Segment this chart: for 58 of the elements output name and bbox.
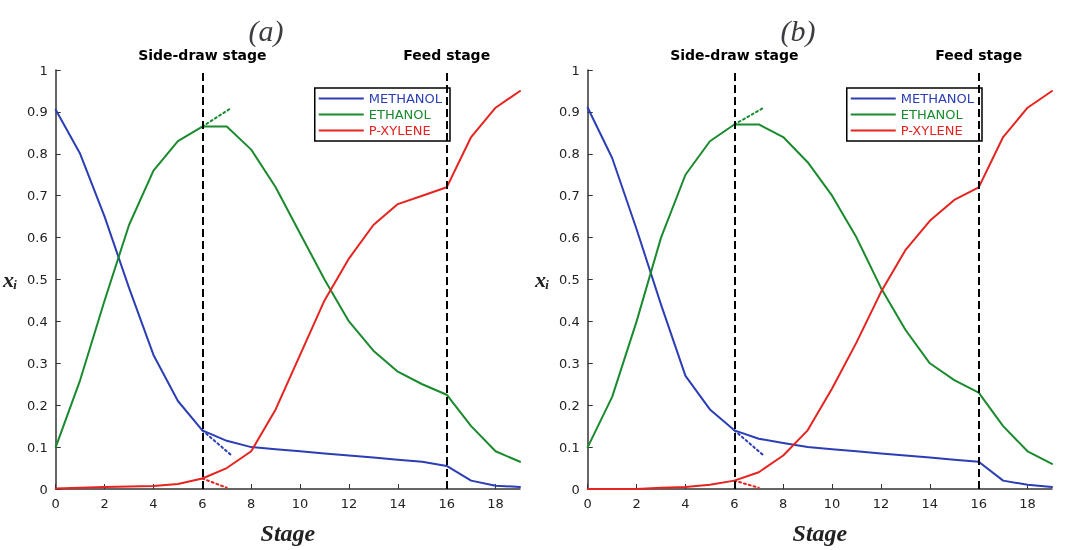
ref-line-label: Side-draw stage (138, 47, 267, 63)
x-tick-label: 10 (291, 496, 309, 511)
x-tick-label: 18 (487, 496, 504, 511)
y-tick-label: 0 (39, 481, 48, 497)
x-tick-label: 10 (823, 496, 841, 511)
y-tick-label: 0.4 (27, 313, 48, 329)
y-tick-label: 0 (571, 481, 580, 497)
ref-line-label: Side-draw stage (670, 47, 799, 63)
legend-label: ETHANOL (900, 107, 964, 122)
legend-label: METHANOL (368, 91, 443, 106)
y-axis-title: xᵢ (1, 267, 18, 292)
y-tick-label: 0.1 (27, 439, 48, 455)
y-axis-title: xᵢ (533, 267, 550, 292)
y-tick-label: 0.6 (27, 230, 48, 246)
y-tick-label: 0.2 (27, 397, 48, 413)
legend-label: METHANOL (900, 91, 975, 106)
x-tick-label: 8 (779, 496, 788, 511)
x-tick-label: 16 (970, 496, 987, 511)
x-tick-label: 8 (247, 496, 256, 511)
y-tick-label: 0.7 (27, 188, 48, 204)
y-tick-label: 0.1 (559, 439, 580, 455)
legend-label: P-XYLENE (368, 123, 431, 138)
x-tick-label: 12 (340, 496, 358, 511)
x-tick-label: 4 (681, 496, 690, 511)
ref-line-label: Feed stage (935, 47, 1023, 63)
y-tick-label: 0.3 (559, 355, 580, 371)
chart-title: (a) (248, 13, 284, 48)
x-tick-label: 0 (51, 496, 60, 511)
x-tick-label: 0 (583, 496, 592, 511)
x-tick-label: 12 (872, 496, 890, 511)
legend-label: ETHANOL (368, 107, 432, 122)
x-tick-label: 2 (100, 496, 109, 511)
chart-title: (b) (780, 13, 816, 48)
y-tick-label: 0.8 (27, 146, 48, 162)
ref-line-label: Feed stage (403, 47, 491, 63)
legend-label: P-XYLENE (900, 123, 963, 138)
x-tick-label: 2 (632, 496, 641, 511)
y-tick-label: 0.7 (559, 188, 580, 204)
y-tick-label: 0.5 (559, 272, 580, 287)
y-tick-label: 0.9 (27, 104, 48, 120)
y-tick-label: 0.6 (559, 230, 580, 246)
y-tick-label: 0.2 (559, 397, 580, 413)
y-tick-label: 1 (571, 62, 580, 78)
y-tick-label: 0.8 (559, 146, 580, 162)
y-tick-label: 0.3 (27, 355, 48, 371)
x-tick-label: 6 (730, 496, 739, 511)
x-tick-label: 14 (921, 496, 939, 511)
x-axis-title: Stage (792, 520, 848, 546)
y-tick-label: 0.9 (559, 104, 580, 120)
x-axis-title: Stage (260, 520, 316, 546)
y-tick-label: 0.5 (27, 272, 48, 287)
x-tick-label: 4 (149, 496, 158, 511)
x-tick-label: 18 (1019, 496, 1036, 511)
y-tick-label: 0.4 (559, 313, 580, 329)
y-tick-label: 1 (39, 62, 48, 78)
x-tick-label: 14 (389, 496, 407, 511)
x-tick-label: 16 (438, 496, 455, 511)
x-tick-label: 6 (198, 496, 207, 511)
